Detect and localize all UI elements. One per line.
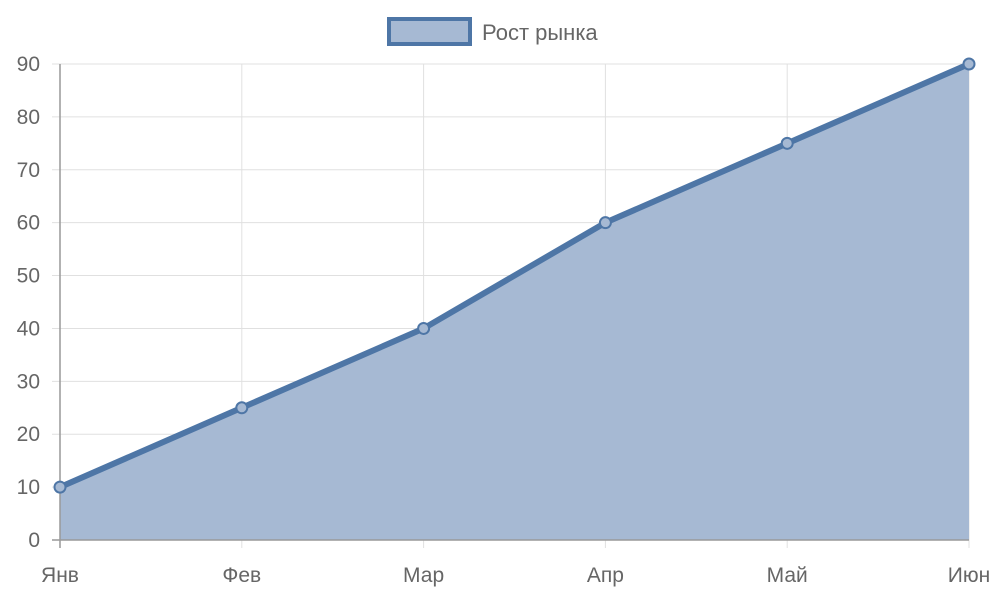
x-tick-label: Фев (222, 564, 261, 587)
series-line (57, 61, 972, 491)
y-tick-label: 70 (17, 159, 40, 182)
data-point[interactable] (417, 321, 431, 335)
x-axis-ticks: Янв Фев Мар Апр Май Июн (41, 564, 990, 587)
axes (52, 64, 969, 548)
series-area-layer (57, 61, 972, 540)
y-tick-label: 40 (17, 317, 40, 340)
data-point[interactable] (962, 57, 976, 71)
y-tick-label: 20 (17, 423, 40, 446)
data-point[interactable] (53, 480, 67, 494)
y-tick-label: 80 (17, 106, 40, 129)
x-tick-label: Май (767, 564, 808, 587)
y-tick-label: 30 (17, 370, 40, 393)
data-point[interactable] (780, 136, 794, 150)
data-point[interactable] (598, 216, 612, 230)
y-tick-label: 0 (28, 529, 40, 552)
y-tick-label: 90 (17, 53, 40, 76)
y-axis-ticks: 0 10 20 30 40 50 60 70 80 90 (17, 53, 40, 552)
x-tick-label: Мар (403, 564, 444, 587)
legend-label[interactable]: Рост рынка (482, 20, 598, 45)
x-tick-label: Апр (587, 564, 624, 587)
y-tick-label: 10 (17, 476, 40, 499)
series-area (60, 64, 969, 540)
x-tick-label: Янв (41, 564, 79, 587)
y-tick-label: 50 (17, 265, 40, 288)
data-points (53, 57, 976, 494)
y-tick-label: 60 (17, 212, 40, 235)
x-tick-label: Июн (948, 564, 990, 587)
data-point[interactable] (235, 401, 249, 415)
legend-swatch[interactable] (387, 17, 472, 46)
legend[interactable]: Рост рынка (387, 17, 598, 46)
